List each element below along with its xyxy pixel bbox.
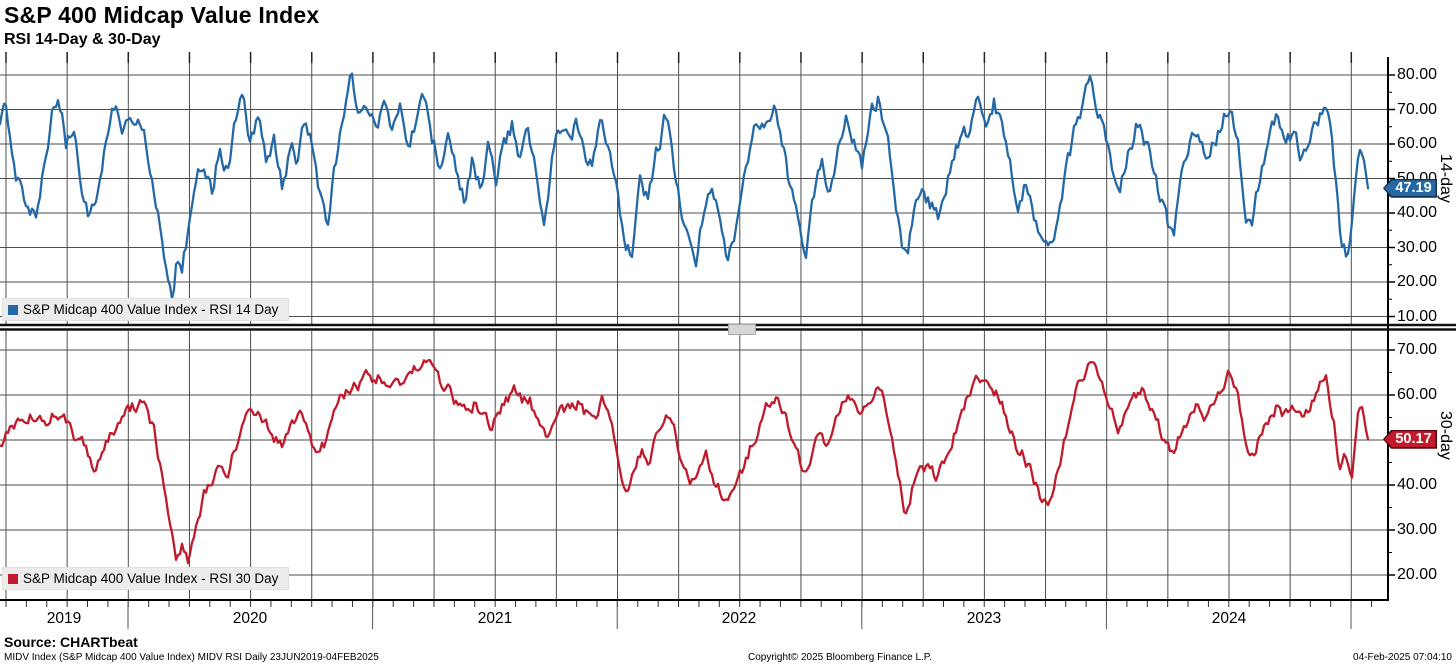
legend-rsi-14day[interactable]: S&P Midcap 400 Value Index - RSI 14 Day — [2, 298, 290, 321]
panel-axis-title-14day: 14-day — [1437, 154, 1454, 204]
chart-meta-label: MIDV Index (S&P Midcap 400 Value Index) … — [4, 652, 379, 663]
x-axis-year-label: 2024 — [1211, 610, 1247, 627]
legend-label: S&P Midcap 400 Value Index - RSI 14 Day — [23, 302, 279, 317]
copyright-label: Copyright© 2025 Bloomberg Finance L.P. — [748, 652, 932, 663]
x-axis-year-label: 2020 — [232, 610, 268, 627]
y-axis-tick-label: 20.00 — [1397, 273, 1438, 290]
y-axis-tick-label: 20.00 — [1397, 566, 1438, 583]
panel-splitter-handle[interactable] — [728, 324, 756, 335]
timestamp-label: 04-Feb-2025 07:04:10 — [1353, 652, 1452, 663]
y-axis-tick-label: 10.00 — [1397, 307, 1438, 325]
legend-rsi-30day[interactable]: S&P Midcap 400 Value Index - RSI 30 Day — [2, 567, 290, 590]
y-axis-tick-label: 40.00 — [1397, 476, 1438, 493]
x-axis-year-label: 2021 — [477, 610, 513, 627]
y-axis-tick-label: 40.00 — [1397, 204, 1438, 221]
legend-swatch-blue-icon — [8, 304, 18, 315]
y-axis-tick-label: 70.00 — [1397, 341, 1438, 358]
legend-swatch-red-icon — [8, 573, 18, 584]
page-subtitle: RSI 14-Day & 30-Day — [4, 31, 161, 48]
last-value-badge-30day: 50.17 — [1383, 429, 1437, 449]
page-title: S&P 400 Midcap Value Index — [4, 2, 320, 28]
y-axis-tick-label: 30.00 — [1397, 238, 1438, 256]
legend-label: S&P Midcap 400 Value Index - RSI 30 Day — [23, 571, 279, 586]
x-axis-year-label: 2019 — [46, 610, 82, 627]
rsi-30day-line — [0, 359, 1370, 565]
rsi-14day-line — [0, 72, 1370, 300]
x-axis-year-label: 2023 — [966, 610, 1002, 627]
y-axis-tick-label: 30.00 — [1397, 521, 1438, 538]
y-axis-tick-label: 60.00 — [1397, 386, 1438, 403]
y-axis-tick-label: 60.00 — [1397, 135, 1438, 152]
last-value-badge-14day: 47.19 — [1383, 178, 1437, 198]
panel-axis-title-30day: 30-day — [1437, 411, 1454, 461]
last-value-text: 47.19 — [1384, 180, 1436, 197]
y-axis-tick-label: 80.00 — [1397, 66, 1438, 83]
x-axis-year-label: 2022 — [721, 610, 757, 627]
last-value-text: 50.17 — [1384, 431, 1436, 448]
source-label: Source: CHARTbeat — [4, 634, 138, 650]
y-axis-tick-label: 70.00 — [1397, 100, 1438, 118]
